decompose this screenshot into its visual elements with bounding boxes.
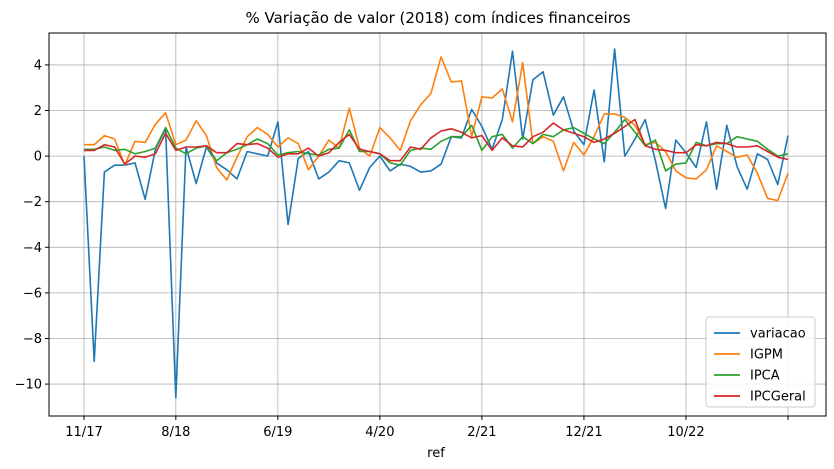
y-tick-label: 4 — [34, 58, 42, 73]
legend-box — [705, 316, 816, 408]
plot-frame — [48, 32, 827, 417]
x-axis-ticks: 11/17 8/18 6/19 4/20 2/21 12/21 10/22 — [65, 416, 789, 440]
y-tick-label: −4 — [23, 241, 42, 256]
x-axis-label: ref — [427, 446, 445, 461]
x-tick-label: 6/19 — [263, 425, 292, 440]
chart-title: % Variação de valor (2018) com índices f… — [245, 9, 630, 27]
y-tick-label: −2 — [23, 195, 42, 210]
grid — [49, 33, 826, 416]
series-line-variacao — [83, 48, 789, 399]
legend-label-ipca: IPCA — [750, 369, 780, 384]
y-axis-ticks: 4 2 0 −2 −4 −6 −8 −10 — [15, 58, 49, 393]
x-tick-label: 12/21 — [565, 425, 602, 440]
y-tick-label: −6 — [23, 286, 42, 301]
series-line-igpm — [84, 56, 789, 202]
x-tick-label: 8/18 — [161, 425, 190, 440]
legend-label-variacao: variacao — [750, 327, 806, 342]
x-tick-label: 11/17 — [65, 425, 102, 440]
x-tick-label: 10/22 — [667, 425, 704, 440]
y-tick-label: −8 — [23, 332, 42, 347]
y-tick-label: 2 — [34, 104, 42, 119]
x-tick-label: 2/21 — [467, 425, 496, 440]
series-line-ipcgeral — [84, 118, 789, 165]
legend-label-igpm: IGPM — [750, 348, 783, 363]
y-tick-label: −10 — [15, 378, 42, 393]
legend-label-ipcgeral: IPCGeral — [750, 390, 806, 405]
legend: variacao IGPM IPCA IPCGeral — [705, 316, 816, 408]
y-tick-label: 0 — [34, 150, 42, 165]
series-lines — [83, 48, 789, 399]
x-tick-label: 4/20 — [365, 425, 394, 440]
